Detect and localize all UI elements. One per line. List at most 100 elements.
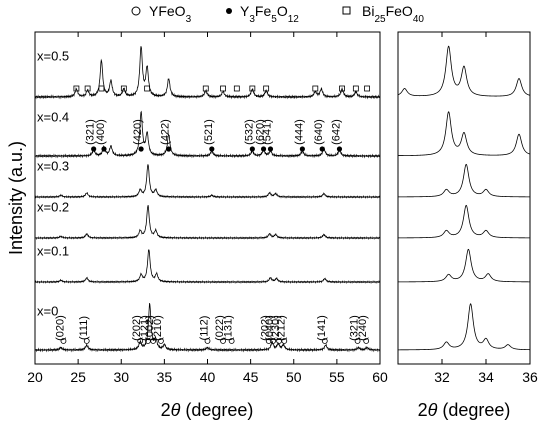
- yig-peak-marker: [267, 146, 274, 152]
- hkl-label: (002): [144, 315, 156, 341]
- x-tick-label-main: 20: [27, 369, 43, 385]
- hkl-label: (131): [223, 315, 235, 341]
- hkl-label: (112): [199, 316, 211, 341]
- bi25feo40-peak-marker: [202, 85, 209, 92]
- yig-peak-marker: [260, 146, 267, 152]
- series-line-x-0-4: [34, 110, 381, 159]
- yfeo3-peak-marker: [158, 338, 164, 344]
- hkl-label: (020): [54, 315, 66, 341]
- hkl-label: (121): [139, 315, 151, 341]
- bi25feo40-peak-marker: [364, 85, 370, 92]
- bi25feo40-peak-marker: [312, 85, 319, 92]
- hkl-label: (420): [132, 119, 144, 145]
- yfeo3-peak-marker: [60, 338, 67, 344]
- hkl-label: (444): [293, 119, 305, 145]
- inset-panel: 32 34 36: [397, 31, 538, 385]
- inset-series-line: [398, 204, 530, 239]
- inset-series-line: [398, 163, 530, 198]
- yfeo3-peak-marker: [270, 338, 276, 344]
- hkl-label: (541): [261, 119, 273, 145]
- legend-label-yfeo3: YFeO3: [149, 3, 192, 25]
- series-label: x=0.3: [37, 158, 69, 173]
- hkl-label: (640): [313, 119, 325, 145]
- yig-peak-marker: [91, 146, 97, 152]
- bi25feo40-peak-marker: [263, 85, 270, 92]
- series-label: x=0.4: [37, 110, 69, 125]
- x-tick-label-main: 55: [329, 369, 345, 385]
- x-tick-label-main: 25: [70, 369, 86, 385]
- x-tick-label-main: 50: [286, 369, 302, 385]
- hkl-label: (422): [160, 119, 172, 145]
- series-label: x=0.2: [37, 199, 69, 214]
- hkl-label: (532): [243, 119, 255, 145]
- hkl-label: (642): [330, 119, 342, 145]
- yig-peak-marker: [299, 146, 305, 152]
- yig-peak-marker: [209, 146, 215, 152]
- legend-marker-square-open: [342, 6, 351, 15]
- inset-series-line: [397, 45, 531, 97]
- yfeo3-peak-marker: [228, 338, 235, 344]
- series-line-x-0-2: [34, 205, 381, 240]
- bi25feo40-peak-marker: [144, 85, 151, 92]
- hkl-label: (040): [264, 315, 276, 341]
- legend-label-yig: Y3Fe5O12: [240, 3, 299, 25]
- yig-peak-marker: [249, 146, 255, 152]
- yfeo3-peak-marker: [354, 338, 361, 344]
- yfeo3-peak-marker: [204, 338, 211, 344]
- bi25feo40-peak-marker: [352, 85, 359, 92]
- x-tick-label-main: 60: [372, 369, 388, 385]
- hkl-label: (620): [255, 119, 267, 145]
- x-axis-title-inset: 2θ (degree): [418, 400, 511, 420]
- hkl-label: (321): [85, 119, 97, 145]
- yfeo3-peak-marker: [83, 338, 90, 344]
- legend-marker-circle-open: [131, 6, 141, 16]
- x-tick-label-main: 30: [113, 369, 129, 385]
- bi25feo40-peak-marker: [120, 85, 127, 92]
- yig-peak-marker: [336, 146, 343, 152]
- hkl-label: (022): [214, 315, 226, 341]
- bi25feo40-peak-marker: [220, 85, 226, 92]
- x-axis-title-main: 2θ (degree): [161, 400, 254, 420]
- hkl-label: (202): [131, 315, 143, 341]
- bi25feo40-peak-marker: [73, 85, 80, 92]
- inset-series-line: [398, 111, 531, 156]
- yig-peak-marker: [319, 146, 325, 152]
- bi25feo40-peak-marker: [339, 85, 345, 92]
- legend: YFeO3 Y3Fe5O12 Bi25FeO40: [131, 3, 424, 25]
- series-label: x=0: [37, 304, 58, 319]
- bi25feo40-peak-marker: [249, 85, 256, 92]
- legend-marker-circle-filled: [226, 8, 232, 14]
- yfeo3-peak-marker: [363, 338, 370, 344]
- yfeo3-peak-marker: [265, 338, 272, 344]
- x-tick-label-main: 45: [243, 369, 259, 385]
- main-plot-frame: [34, 31, 381, 365]
- hkl-label: (111): [78, 316, 90, 340]
- bi25feo40-peak-marker: [233, 85, 240, 92]
- hkl-label: (321): [349, 315, 361, 341]
- series-label: x=0.1: [37, 243, 69, 258]
- series-line-x-0: [34, 303, 381, 353]
- yig-peak-marker: [138, 146, 144, 152]
- bi25feo40-peak-marker: [84, 85, 91, 92]
- hkl-label: (212): [275, 315, 287, 341]
- inset-plot-frame: [397, 31, 531, 365]
- hkl-label: (240): [357, 315, 369, 341]
- hkl-label: (521): [203, 119, 215, 145]
- yfeo3-peak-marker: [220, 338, 226, 344]
- yfeo3-peak-marker: [321, 338, 328, 344]
- series-line-x-0-5: [34, 46, 381, 100]
- hkl-label: (210): [152, 315, 164, 341]
- y-axis-title: Intensity (a.u.): [6, 141, 26, 255]
- bi25feo40-peak-marker: [98, 85, 105, 92]
- inset-series-line: [398, 248, 530, 283]
- x-tick-label-inset: 34: [478, 369, 494, 385]
- yfeo3-peak-marker: [137, 338, 144, 344]
- x-tick-label-inset: 32: [434, 369, 450, 385]
- yig-peak-marker: [101, 146, 107, 152]
- x-tick-label-inset: 36: [522, 369, 538, 385]
- yfeo3-peak-marker: [281, 338, 288, 344]
- main-panel: 20 25 30 35 40 45 50 55 60 x=0.5 x=0.4 x=0.3 x=0.2 x…: [27, 31, 388, 385]
- hkl-label: (400): [95, 119, 107, 145]
- legend-label-bi25feo40: Bi25FeO40: [362, 3, 424, 25]
